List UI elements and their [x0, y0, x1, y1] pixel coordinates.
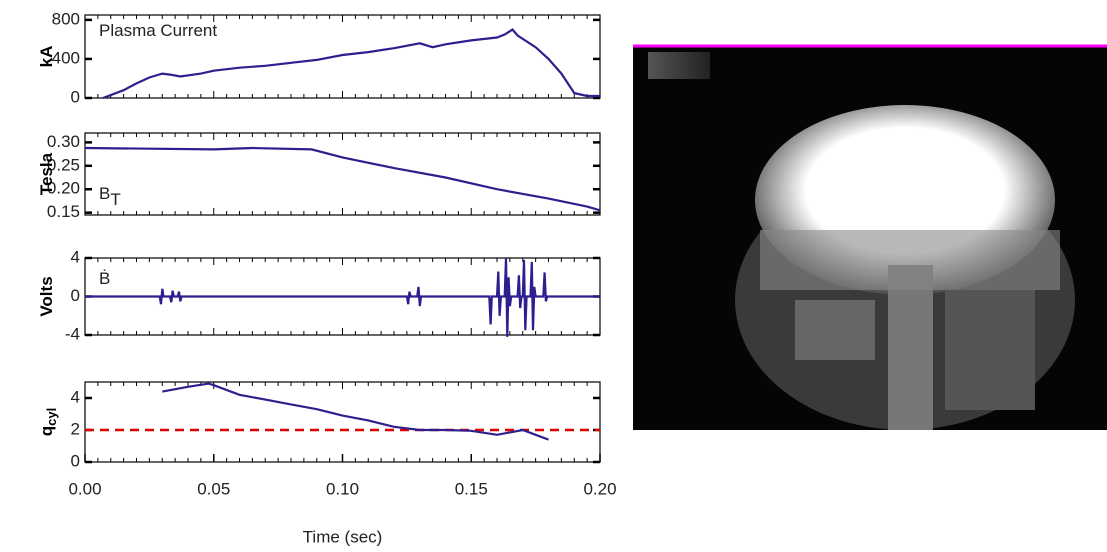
y-tick-label: 800 — [52, 9, 80, 28]
annotation-sub: T — [110, 190, 120, 209]
plot-frame — [84, 381, 601, 463]
y-tick-label: 0 — [71, 87, 80, 106]
annotation: BT — [99, 184, 121, 209]
y-axis-label: kA — [37, 46, 56, 68]
x-tick-label: 0.20 — [583, 479, 616, 498]
y-tick-label: 0.20 — [47, 179, 80, 198]
data-line — [84, 146, 601, 212]
y-tick-label: -4 — [65, 324, 80, 343]
data-line — [85, 257, 600, 337]
y-tick-label: 0 — [71, 286, 80, 305]
data-line — [102, 28, 600, 100]
x-tick-label: 0.00 — [68, 479, 101, 498]
plot-frame — [84, 132, 601, 216]
y-tick-label: 0.15 — [47, 202, 80, 221]
y-axis-label-text: q — [37, 426, 56, 436]
y-axis-label-sub: cyl — [44, 408, 59, 426]
y-tick-label: 0.25 — [47, 155, 80, 174]
annotation: Plasma Current — [99, 21, 217, 40]
x-tick-label: 0.15 — [455, 479, 488, 498]
x-tick-label: 0.05 — [197, 479, 230, 498]
annotation-text: B — [99, 184, 110, 203]
x-axis-label: Time (sec) — [303, 527, 383, 546]
data-line — [162, 382, 549, 441]
y-axis-label: Volts — [37, 276, 56, 316]
y-tick-label: 0.30 — [47, 132, 80, 151]
x-tick-label: 0.10 — [326, 479, 359, 498]
y-axis-label-text: Tesla — [37, 152, 56, 195]
annotation: Ḃ — [99, 269, 110, 288]
annotation-text: Plasma Current — [99, 21, 217, 40]
y-tick-label: 4 — [71, 387, 80, 406]
y-tick-label: 2 — [71, 419, 80, 438]
camera-image — [633, 44, 1107, 430]
annotation-text: Ḃ — [99, 269, 110, 288]
y-tick-label: 0 — [71, 451, 80, 470]
y-tick-label: 400 — [52, 48, 80, 67]
y-tick-label: 4 — [71, 247, 80, 266]
y-axis-label-text: Volts — [37, 276, 56, 316]
y-axis-label: Tesla — [37, 152, 56, 195]
y-axis-label-text: kA — [37, 46, 56, 68]
y-axis-label: qcyl — [37, 408, 59, 436]
